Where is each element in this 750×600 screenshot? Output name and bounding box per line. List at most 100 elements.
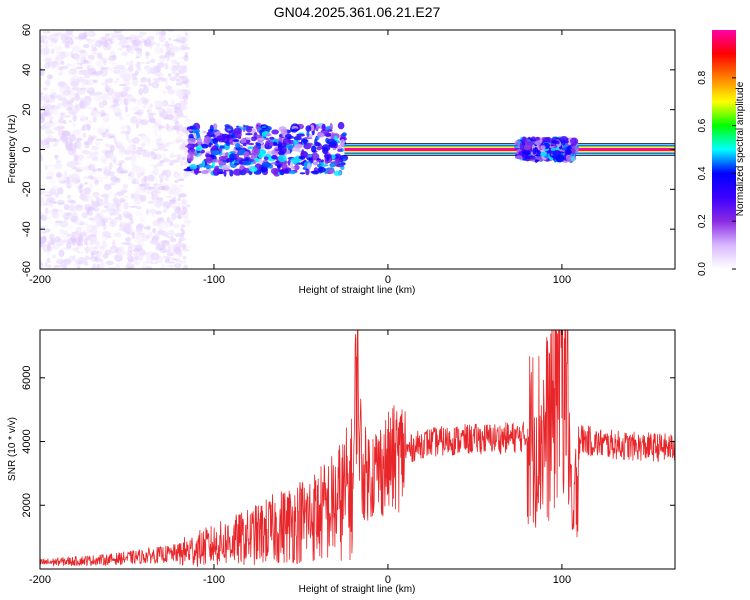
spectrogram-cell xyxy=(83,176,89,179)
spectrogram-cell xyxy=(130,193,135,200)
spectrogram-cell xyxy=(153,104,160,108)
spectrogram-cell xyxy=(104,166,110,171)
spectrogram-cell xyxy=(186,166,191,170)
spectrogram-cell xyxy=(307,154,313,158)
spectrogram-cell xyxy=(119,189,126,195)
spectrogram-cell xyxy=(158,35,166,43)
spectrogram-cell xyxy=(72,61,76,70)
spectrogram-cell xyxy=(48,210,53,214)
spectrogram-cell xyxy=(145,51,151,57)
spectrogram-cell xyxy=(85,38,91,41)
spectrogram-cell xyxy=(71,86,80,91)
spectrogram-cell xyxy=(40,67,44,72)
spectrogram-cell xyxy=(40,140,45,148)
spectrogram-cell xyxy=(181,200,189,203)
spectrogram-cell xyxy=(135,122,139,129)
spectrogram-cell xyxy=(49,104,53,110)
spectrogram-cell xyxy=(176,128,180,135)
spectrogram-cell xyxy=(285,144,295,149)
spectrogram-cell xyxy=(207,131,212,138)
spectrogram-cell xyxy=(45,123,54,126)
spectrogram-cell xyxy=(101,100,106,108)
spectrogram-cell xyxy=(115,78,120,81)
spectrogram-cell xyxy=(43,87,48,91)
spectrogram-cell xyxy=(74,231,81,239)
spectrogram-cell xyxy=(146,266,151,269)
spectrogram-cell xyxy=(81,212,88,219)
spectrogram-cell xyxy=(60,91,68,98)
spectrogram-cell xyxy=(162,90,167,96)
spectrogram-cell xyxy=(316,158,321,161)
spectrogram-cell xyxy=(306,162,311,170)
spectrogram-cell xyxy=(310,170,320,174)
spectrogram-cell xyxy=(571,156,575,162)
spectrogram-cell xyxy=(94,216,100,224)
spectrogram-cell xyxy=(104,249,112,256)
spectrogram-cell xyxy=(147,174,155,182)
spectrogram-cell xyxy=(101,72,109,76)
spectrogram-cell xyxy=(235,143,241,148)
snr-y-ticks: 6000 4000 2000 xyxy=(21,366,675,518)
spectrogram-cell xyxy=(168,37,172,41)
snr-x-label: Height of straight line (km) xyxy=(299,584,416,595)
spectrogram-cell xyxy=(87,107,95,110)
spectrogram-cell xyxy=(55,160,62,163)
spectrogram-cell xyxy=(156,183,163,186)
spectrogram-cell xyxy=(71,96,75,103)
spectrogram-cell xyxy=(103,41,109,48)
spectrogram-cell xyxy=(106,112,111,121)
spectrogram-cell xyxy=(40,153,43,162)
spectrogram-cell xyxy=(86,209,94,216)
spectrogram-cell xyxy=(125,61,129,66)
spectrogram-cell xyxy=(93,206,99,212)
spectrogram-cell xyxy=(105,33,110,38)
spectrogram-cell xyxy=(142,261,149,265)
spectrogram-cell xyxy=(340,139,346,147)
spectrogram-cell xyxy=(540,151,547,157)
spectrogram-cell xyxy=(153,100,163,104)
spectrogram-cell xyxy=(46,170,55,179)
spectrogram-cell xyxy=(316,136,320,140)
spectrogram-cell xyxy=(336,159,341,164)
snr-x-ticks: -200 -100 0 100 xyxy=(29,330,571,586)
spectrogram-cell xyxy=(154,178,158,185)
spectrogram-cell xyxy=(137,109,145,112)
spectrogram-cell xyxy=(205,156,213,164)
spectrogram-cell xyxy=(530,156,537,160)
spectrogram-cell xyxy=(305,168,310,176)
spectrogram-cell xyxy=(133,199,138,207)
spectrogram-cell xyxy=(248,166,258,172)
spectrogram-cell xyxy=(105,154,110,159)
spectrogram-cell xyxy=(52,143,57,147)
spectrogram-cell xyxy=(53,45,63,52)
spectrogram-cell xyxy=(118,83,127,87)
spectrogram-cell xyxy=(56,258,65,265)
spectrogram-cell xyxy=(149,239,157,245)
spectrogram-cell xyxy=(260,144,266,149)
spectrogram-cell xyxy=(82,133,87,138)
spectrogram-cell xyxy=(45,176,53,180)
spectrogram-cell xyxy=(245,132,253,136)
spectrogram-cell xyxy=(49,89,58,93)
spectrogram-cell xyxy=(71,173,80,181)
spectrogram-cell xyxy=(127,45,134,54)
spectrogram-cell xyxy=(195,145,203,152)
spectrogram-cell xyxy=(66,30,72,34)
colorbar-bar xyxy=(712,30,736,269)
spectrogram-cell xyxy=(196,137,203,146)
spectrogram-cell xyxy=(169,160,178,163)
spectrogram-cell xyxy=(145,56,149,60)
spectrogram-cell xyxy=(155,138,162,142)
spectrogram-cell xyxy=(177,240,183,247)
spectrogram-cell xyxy=(223,169,227,177)
spectrogram-cell xyxy=(180,81,189,85)
spectrogram-cell xyxy=(165,123,170,130)
spectrogram-cell xyxy=(167,245,172,252)
spectrogram-cell xyxy=(66,176,70,185)
spectrogram-cell xyxy=(327,129,333,132)
spectrogram-cell xyxy=(175,258,180,263)
spectrogram-cell xyxy=(85,206,95,211)
spectrogram-cell xyxy=(227,128,231,131)
spectrogram-cell xyxy=(278,136,283,142)
spectrogram-cell xyxy=(65,261,71,266)
